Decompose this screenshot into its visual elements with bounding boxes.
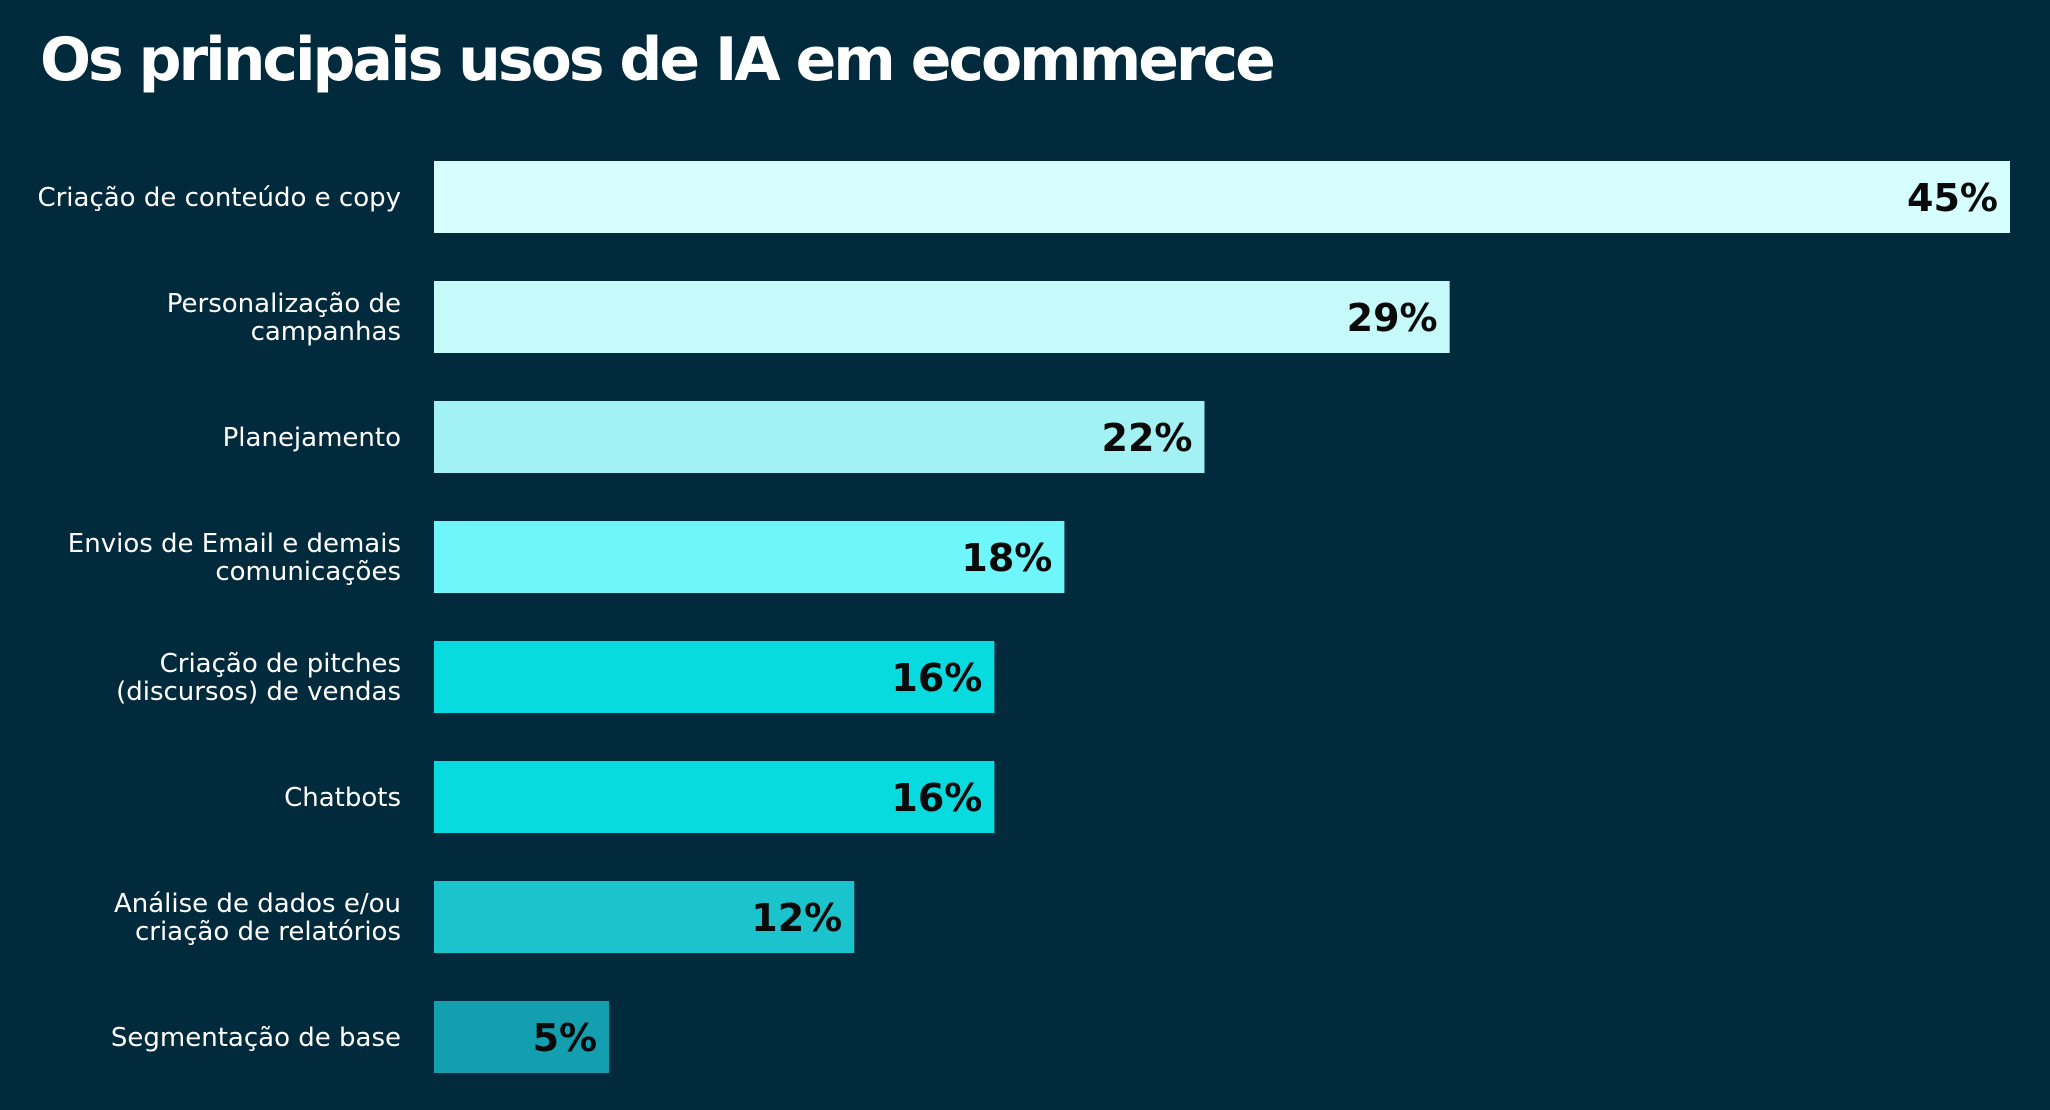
value-label-4: 18% [961, 536, 1052, 580]
category-label-3: Planejamento [223, 423, 401, 453]
value-label-3: 22% [1102, 416, 1193, 460]
bar-5 [434, 641, 995, 713]
category-label-7-line-2: criação de relatórios [135, 917, 401, 947]
category-label-6: Chatbots [284, 783, 401, 813]
category-label-5-line-2: (discursos) de vendas [116, 677, 401, 707]
value-label-8: 5% [533, 1016, 598, 1060]
category-label-2-line-1: Personalização de [167, 289, 401, 319]
bar-2 [434, 281, 1450, 353]
bar-6 [434, 761, 995, 833]
category-label-4-line-2: comunicações [215, 557, 401, 587]
bar-7 [434, 881, 855, 953]
bar-8 [434, 1001, 610, 1073]
bar-1 [434, 161, 2010, 233]
value-label-1: 45% [1907, 176, 1998, 220]
value-label-7: 12% [751, 896, 842, 940]
value-label-2: 29% [1347, 296, 1438, 340]
bars-group: 45% Criação de conteúdo e copy 29% Personal… [37, 161, 2010, 1073]
category-label-8: Segmentação de base [111, 1023, 401, 1053]
chart-title: Os principais usos de IA em ecommerce [40, 25, 1276, 95]
value-label-5: 16% [891, 656, 982, 700]
value-label-6: 16% [891, 776, 982, 820]
category-label-5-line-1: Criação de pitches [160, 649, 401, 679]
bar-3 [434, 401, 1205, 473]
category-label-2-line-2: campanhas [251, 317, 401, 347]
bar-4 [434, 521, 1065, 593]
category-label-7-line-1: Análise de dados e/ou [114, 889, 401, 919]
category-label-4-line-1: Envios de Email e demais [68, 529, 401, 559]
category-label-1: Criação de conteúdo e copy [37, 183, 401, 213]
